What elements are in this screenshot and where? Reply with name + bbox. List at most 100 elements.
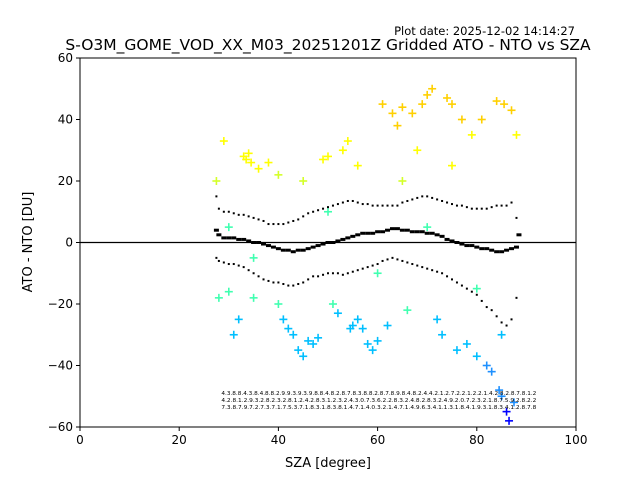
median-point [449, 239, 455, 243]
scatter-point [324, 207, 332, 216]
median-point [241, 237, 247, 241]
median-point [345, 236, 351, 240]
upper-band-point [371, 204, 374, 207]
x-tick-label: 20 [172, 433, 187, 447]
median-point [221, 236, 227, 240]
scatter-point [507, 106, 516, 115]
lower-band-point [336, 272, 339, 275]
scatter-point [279, 315, 288, 324]
scatter-point [398, 103, 407, 112]
scatter-point [338, 146, 347, 155]
scatter-point [462, 339, 471, 348]
upper-band-point [252, 216, 255, 219]
lower-band-point [217, 259, 220, 262]
lower-band-point [232, 263, 235, 266]
lower-band-point [302, 281, 305, 284]
scatter-point [448, 100, 456, 109]
median-point [504, 248, 510, 252]
lower-band-point [312, 275, 315, 278]
scatter-point [373, 336, 382, 345]
scatter-point [214, 293, 223, 302]
upper-band-point [421, 195, 424, 198]
chart-title: S-O3M_GOME_VOD_XX_M03_20251201Z Gridded … [65, 36, 591, 55]
x-tick-label: 40 [271, 433, 286, 447]
median-point [305, 247, 311, 251]
median-point [270, 245, 276, 249]
scatter-point [234, 315, 243, 324]
upper-band-point [237, 213, 240, 216]
scatter-point [249, 293, 258, 302]
median-point [404, 228, 410, 232]
upper-band-point [282, 223, 285, 226]
upper-band-point [446, 201, 449, 204]
lower-band-point [396, 258, 399, 261]
upper-band-point [515, 216, 518, 219]
upper-band-point [495, 204, 498, 207]
median-point [409, 230, 415, 234]
upper-band-point [215, 195, 218, 198]
scatter-point [333, 309, 342, 318]
upper-band-point [232, 212, 235, 215]
lower-band-point [436, 270, 439, 273]
median-point [394, 227, 400, 231]
y-tick-label: −40 [48, 359, 73, 373]
lower-band-point [510, 318, 513, 321]
upper-band-point [480, 207, 483, 210]
upper-band-point [431, 196, 434, 199]
upper-band-point [302, 215, 305, 218]
upper-band-point [262, 219, 265, 222]
upper-band-point [267, 223, 270, 226]
upper-band-point [366, 203, 369, 206]
scatter-point [348, 321, 357, 330]
upper-band-point [322, 207, 325, 210]
lower-band-point [421, 266, 424, 269]
upper-band-point [391, 204, 394, 207]
scatter-point [299, 177, 308, 185]
scatter-point [274, 300, 283, 308]
median-point [285, 248, 291, 252]
lower-band-point [277, 281, 280, 284]
upper-band-point [465, 206, 468, 209]
median-point [469, 244, 475, 248]
scatter-point [433, 315, 442, 324]
median-point [414, 230, 420, 234]
scatter-point [328, 300, 337, 308]
lower-band-point [411, 263, 414, 266]
lower-band-point [465, 287, 468, 290]
median-point [385, 228, 391, 232]
median-point [360, 231, 366, 235]
lower-band-point [257, 275, 260, 278]
lower-band-point [361, 267, 364, 270]
upper-band-point [451, 203, 453, 206]
scatter-point [219, 137, 228, 146]
y-tick-label: 20 [58, 174, 73, 188]
lower-band-point [272, 281, 275, 284]
upper-band-point [331, 204, 334, 207]
lower-band-point [317, 275, 320, 278]
upper-band-point [217, 207, 220, 210]
annotation-row: 4.2.8.1.2.9.3.2.8.2.3.2.8.1.2.4.2.8.3.1.… [221, 398, 536, 404]
lower-band-point [446, 275, 449, 278]
lower-band-point [351, 270, 354, 273]
upper-band-point [406, 199, 409, 202]
scatter-point [324, 152, 332, 161]
lower-band-point [215, 256, 218, 259]
median-point [295, 248, 301, 252]
upper-band-point [411, 198, 414, 201]
median-point [434, 233, 440, 237]
scatter-point [500, 100, 509, 109]
scatter-point [497, 392, 506, 401]
upper-band-point [396, 204, 399, 207]
scatter-point [443, 93, 452, 102]
median-point [265, 244, 271, 248]
lower-band-point [252, 272, 255, 275]
median-point [513, 245, 519, 249]
median-point [499, 250, 505, 254]
lower-band-point [242, 266, 245, 269]
lower-band-point [307, 278, 310, 281]
median-point [424, 231, 430, 235]
upper-band-point [381, 204, 384, 207]
median-point [375, 230, 381, 234]
lower-band-point [441, 272, 444, 275]
